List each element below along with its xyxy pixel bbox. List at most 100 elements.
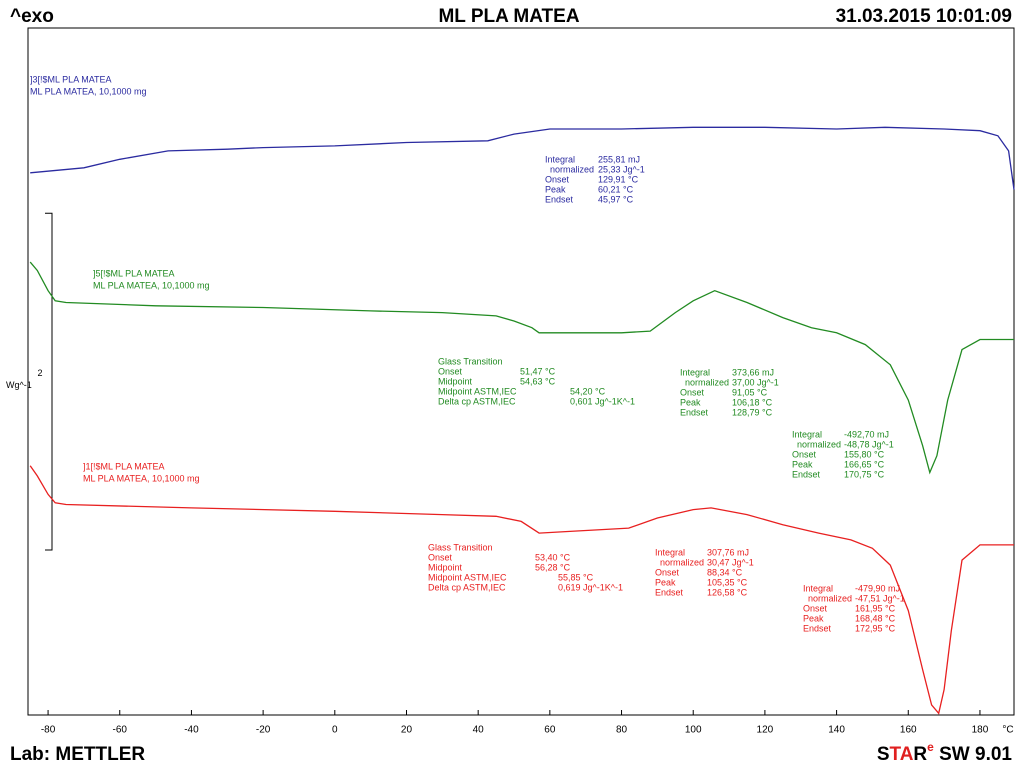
annotation-label: normalized <box>550 164 594 174</box>
annotation-value: 170,75 °C <box>844 469 885 479</box>
annotation-title: Glass Transition <box>428 542 493 552</box>
annotation-label: Midpoint <box>428 562 463 572</box>
annotation-label: Delta cp ASTM,IEC <box>428 582 506 592</box>
annotation-label: Onset <box>428 552 453 562</box>
annotation-value: 37,00 Jg^-1 <box>732 377 779 387</box>
x-tick-label: -80 <box>41 725 56 736</box>
annotation-label: Integral <box>655 547 685 557</box>
x-tick-label: -20 <box>256 725 271 736</box>
x-tick-label: 100 <box>685 725 702 736</box>
annotation-value: 168,48 °C <box>855 613 896 623</box>
legend-sample: ML PLA MATEA, 10,1000 mg <box>83 473 200 483</box>
annotation-value: 54,20 °C <box>570 386 606 396</box>
annotation-label: Endset <box>545 194 574 204</box>
annotation-value: 129,91 °C <box>598 174 639 184</box>
annotation-value: 155,80 °C <box>844 449 885 459</box>
annotation-value: 56,28 °C <box>535 562 571 572</box>
annotation-label: Integral <box>792 429 822 439</box>
software-part: SW 9.01 <box>934 744 1013 765</box>
annotation-value: 0,619 Jg^-1K^-1 <box>558 582 623 592</box>
annotation-label: Peak <box>655 577 676 587</box>
annotation-label: Endset <box>792 469 821 479</box>
annotation-label: Onset <box>792 449 817 459</box>
legend-name: ]1[!$ML PLA MATEA <box>83 461 165 471</box>
annotation-value: 30,47 Jg^-1 <box>707 557 754 567</box>
annotation-label: Delta cp ASTM,IEC <box>438 396 516 406</box>
annotation-label: normalized <box>797 439 841 449</box>
annotation-label: normalized <box>685 377 729 387</box>
x-tick-label: 180 <box>972 725 989 736</box>
annotation-label: Peak <box>792 459 813 469</box>
annotation-label: Peak <box>680 397 701 407</box>
scale-bar-unit: Wg^-1 <box>6 380 32 390</box>
annotation-label: Peak <box>803 613 824 623</box>
annotation-label: Onset <box>438 366 463 376</box>
x-tick-label: -60 <box>113 725 128 736</box>
annotation-value: 106,18 °C <box>732 397 773 407</box>
annotation-value: 45,97 °C <box>598 194 634 204</box>
software-label: STARe SW 9.01 <box>877 740 1013 765</box>
annotation-label: Midpoint ASTM,IEC <box>428 572 507 582</box>
x-tick-label: 140 <box>828 725 845 736</box>
annotation-title: Glass Transition <box>438 356 503 366</box>
annotation-value: 126,58 °C <box>707 587 748 597</box>
software-part: S <box>877 744 890 765</box>
annotation-label: Integral <box>545 154 575 164</box>
annotation-value: 55,85 °C <box>558 572 594 582</box>
legend-name: ]5[!$ML PLA MATEA <box>93 268 175 278</box>
timestamp: 31.03.2015 10:01:09 <box>836 6 1012 27</box>
annotation-value: 161,95 °C <box>855 603 896 613</box>
series-line <box>29 261 1014 475</box>
annotation-value: 88,34 °C <box>707 567 743 577</box>
legend-name: ]3[!$ML PLA MATEA <box>30 74 112 84</box>
chart-title: ML PLA MATEA <box>438 6 579 27</box>
annotation-value: -47,51 Jg^-1 <box>855 593 905 603</box>
annotation-value: 53,40 °C <box>535 552 571 562</box>
annotation-label: Endset <box>655 587 684 597</box>
annotation-value: -492,70 mJ <box>844 429 889 439</box>
x-tick-label: 120 <box>757 725 774 736</box>
annotation-value: 172,95 °C <box>855 623 896 633</box>
scale-bar <box>45 212 53 551</box>
x-unit: °C <box>1002 725 1013 736</box>
x-tick-label: 60 <box>544 725 556 736</box>
series-line <box>30 126 1015 190</box>
annotation-value: 255,81 mJ <box>598 154 640 164</box>
annotation-value: 54,63 °C <box>520 376 556 386</box>
annotation-label: Onset <box>680 387 705 397</box>
annotation-value: 166,65 °C <box>844 459 885 469</box>
annotation-value: 105,35 °C <box>707 577 748 587</box>
annotation-value: 91,05 °C <box>732 387 768 397</box>
x-tick-label: 0 <box>332 725 338 736</box>
plot-frame <box>27 27 1015 716</box>
annotation-value: 373,66 mJ <box>732 367 774 377</box>
exo-label: ^exo <box>10 6 54 27</box>
annotation-label: Endset <box>680 407 709 417</box>
annotation-label: normalized <box>660 557 704 567</box>
x-tick-label: -40 <box>184 725 199 736</box>
annotation-label: Endset <box>803 623 832 633</box>
legend-sample: ML PLA MATEA, 10,1000 mg <box>30 86 147 96</box>
x-tick-label: 160 <box>900 725 917 736</box>
annotation-label: Midpoint ASTM,IEC <box>438 386 517 396</box>
annotation-value: 25,33 Jg^-1 <box>598 164 645 174</box>
annotation-value: -479,90 mJ <box>855 583 900 593</box>
scale-bar-value: 2 <box>37 368 42 378</box>
annotation-label: normalized <box>808 593 852 603</box>
annotation-value: 128,79 °C <box>732 407 773 417</box>
software-part: TA <box>890 744 914 765</box>
annotation-value: 307,76 mJ <box>707 547 749 557</box>
annotation-label: Midpoint <box>438 376 473 386</box>
annotation-value: 60,21 °C <box>598 184 634 194</box>
annotation-value: 0,601 Jg^-1K^-1 <box>570 396 635 406</box>
x-tick-label: 40 <box>473 725 485 736</box>
lab-label: Lab: METTLER <box>10 744 145 765</box>
x-tick-label: 80 <box>616 725 628 736</box>
software-part: e <box>927 740 934 754</box>
software-part: R <box>913 744 927 765</box>
annotation-label: Onset <box>655 567 680 577</box>
annotation-label: Integral <box>803 583 833 593</box>
annotation-value: 51,47 °C <box>520 366 556 376</box>
